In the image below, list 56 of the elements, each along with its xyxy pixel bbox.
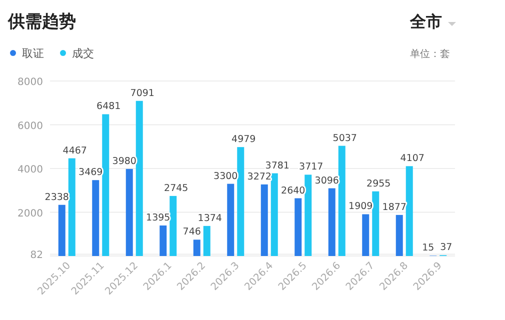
- data-label: 2745: [164, 182, 188, 194]
- legend-label: 取证: [22, 47, 44, 60]
- text: 单位：套: [410, 48, 450, 60]
- data-label: 3980: [112, 156, 136, 167]
- bar: [372, 191, 380, 256]
- bar: [362, 214, 370, 256]
- bar: [270, 173, 278, 256]
- bar: [126, 168, 133, 256]
- bar: [406, 166, 413, 256]
- bar: [170, 196, 177, 256]
- y-tick-label: 4000: [18, 164, 43, 176]
- data-label: 3272: [247, 171, 272, 182]
- bar: [92, 180, 100, 256]
- y-tick-label: 82: [30, 250, 43, 262]
- data-label: 1877: [382, 202, 406, 213]
- data-label: 1374: [198, 212, 222, 224]
- bar: [160, 225, 167, 256]
- chart-title: 供需趋势: [7, 12, 76, 32]
- bar: [203, 226, 210, 256]
- data-label: 37: [440, 242, 452, 254]
- bar: [58, 204, 66, 256]
- data-label: 6481: [96, 101, 121, 112]
- data-label: 2955: [366, 178, 391, 190]
- data-label: 4467: [62, 145, 87, 156]
- data-label: 4107: [400, 153, 424, 164]
- data-label: 3469: [78, 167, 103, 178]
- y-tick-label: 6000: [18, 120, 43, 132]
- bar: [102, 114, 110, 256]
- bar: [338, 146, 346, 256]
- data-label: 746: [182, 226, 201, 238]
- data-label: 2640: [281, 185, 306, 196]
- bar: [260, 184, 268, 256]
- y-tick-label: 8000: [18, 77, 43, 88]
- data-label: 1395: [146, 212, 170, 224]
- bar: [294, 198, 302, 256]
- data-label: 15: [422, 242, 434, 254]
- bar: [193, 240, 200, 256]
- data-label: 5037: [332, 132, 357, 144]
- data-label: 3717: [299, 162, 324, 173]
- data-label: 4979: [232, 134, 256, 146]
- data-label: 1909: [348, 201, 373, 212]
- bar: [136, 100, 143, 256]
- legend-label: 成交: [72, 47, 94, 60]
- data-label: 7091: [130, 88, 154, 99]
- data-label: 3781: [265, 160, 290, 172]
- bar: [68, 158, 76, 256]
- text: 全市: [409, 12, 442, 31]
- bar: [227, 184, 234, 256]
- y-tick-label: 2000: [18, 208, 43, 220]
- bar: [237, 147, 244, 256]
- bar: [304, 174, 312, 256]
- bar: [396, 214, 403, 256]
- bar: [328, 188, 336, 256]
- data-label: 3300: [214, 170, 238, 182]
- data-label: 2338: [44, 192, 69, 203]
- data-label: 3096: [314, 175, 339, 186]
